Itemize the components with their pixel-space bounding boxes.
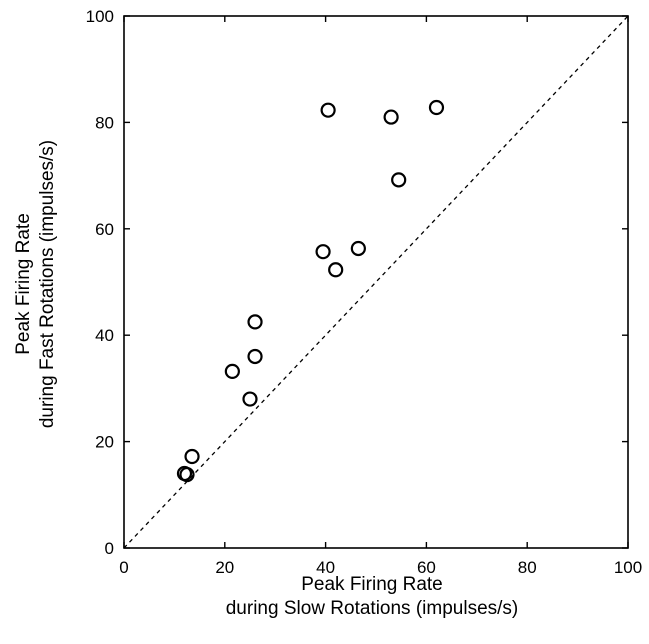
data-point <box>391 172 407 188</box>
data-point <box>184 448 200 465</box>
y-tick-label: 100 <box>86 7 114 26</box>
data-points-layer <box>176 99 445 483</box>
y-tick-label: 80 <box>95 113 114 132</box>
x-tick-label: 0 <box>119 558 128 577</box>
x-tick-label: 100 <box>614 558 642 577</box>
x-axis-title-line: during Slow Rotations (impulses/s) <box>226 598 519 619</box>
data-point <box>179 466 195 483</box>
x-axis-title-line: Peak Firing Rate <box>301 574 443 595</box>
reference-line-layer <box>123 15 629 549</box>
y-axis-title: Peak Firing Rate during Fast Rotations (i… <box>13 140 58 428</box>
data-point <box>383 109 399 125</box>
y-tick-label: 20 <box>95 433 114 452</box>
data-point <box>242 391 258 407</box>
x-tick-label: 80 <box>518 558 537 577</box>
data-point <box>428 99 445 116</box>
x-axis-ticks: 0 20 40 60 80 100 <box>119 16 642 577</box>
y-tick-label: 0 <box>105 539 114 558</box>
plot-frame-layer <box>123 15 629 549</box>
y-axis-title-line: during Fast Rotations (impulses/s) <box>37 140 58 428</box>
y-tick-label: 60 <box>95 220 114 239</box>
identity-reference-line <box>123 15 629 549</box>
data-point <box>328 262 344 278</box>
x-tick-label: 40 <box>316 558 335 577</box>
y-axis-title-line: Peak Firing Rate <box>13 213 34 355</box>
data-point <box>247 348 263 365</box>
x-axis-title: Peak Firing Rate during Slow Rotations (i… <box>226 574 519 619</box>
y-axis-ticks: 0 20 40 60 80 100 <box>86 7 628 558</box>
plot-border <box>123 15 629 549</box>
data-point <box>350 240 366 257</box>
data-point <box>247 314 263 330</box>
x-tick-label: 20 <box>215 558 234 577</box>
data-point <box>320 102 336 118</box>
y-tick-label: 40 <box>95 326 114 345</box>
data-point <box>315 244 331 260</box>
data-point <box>224 363 240 379</box>
x-tick-label: 60 <box>417 558 436 577</box>
